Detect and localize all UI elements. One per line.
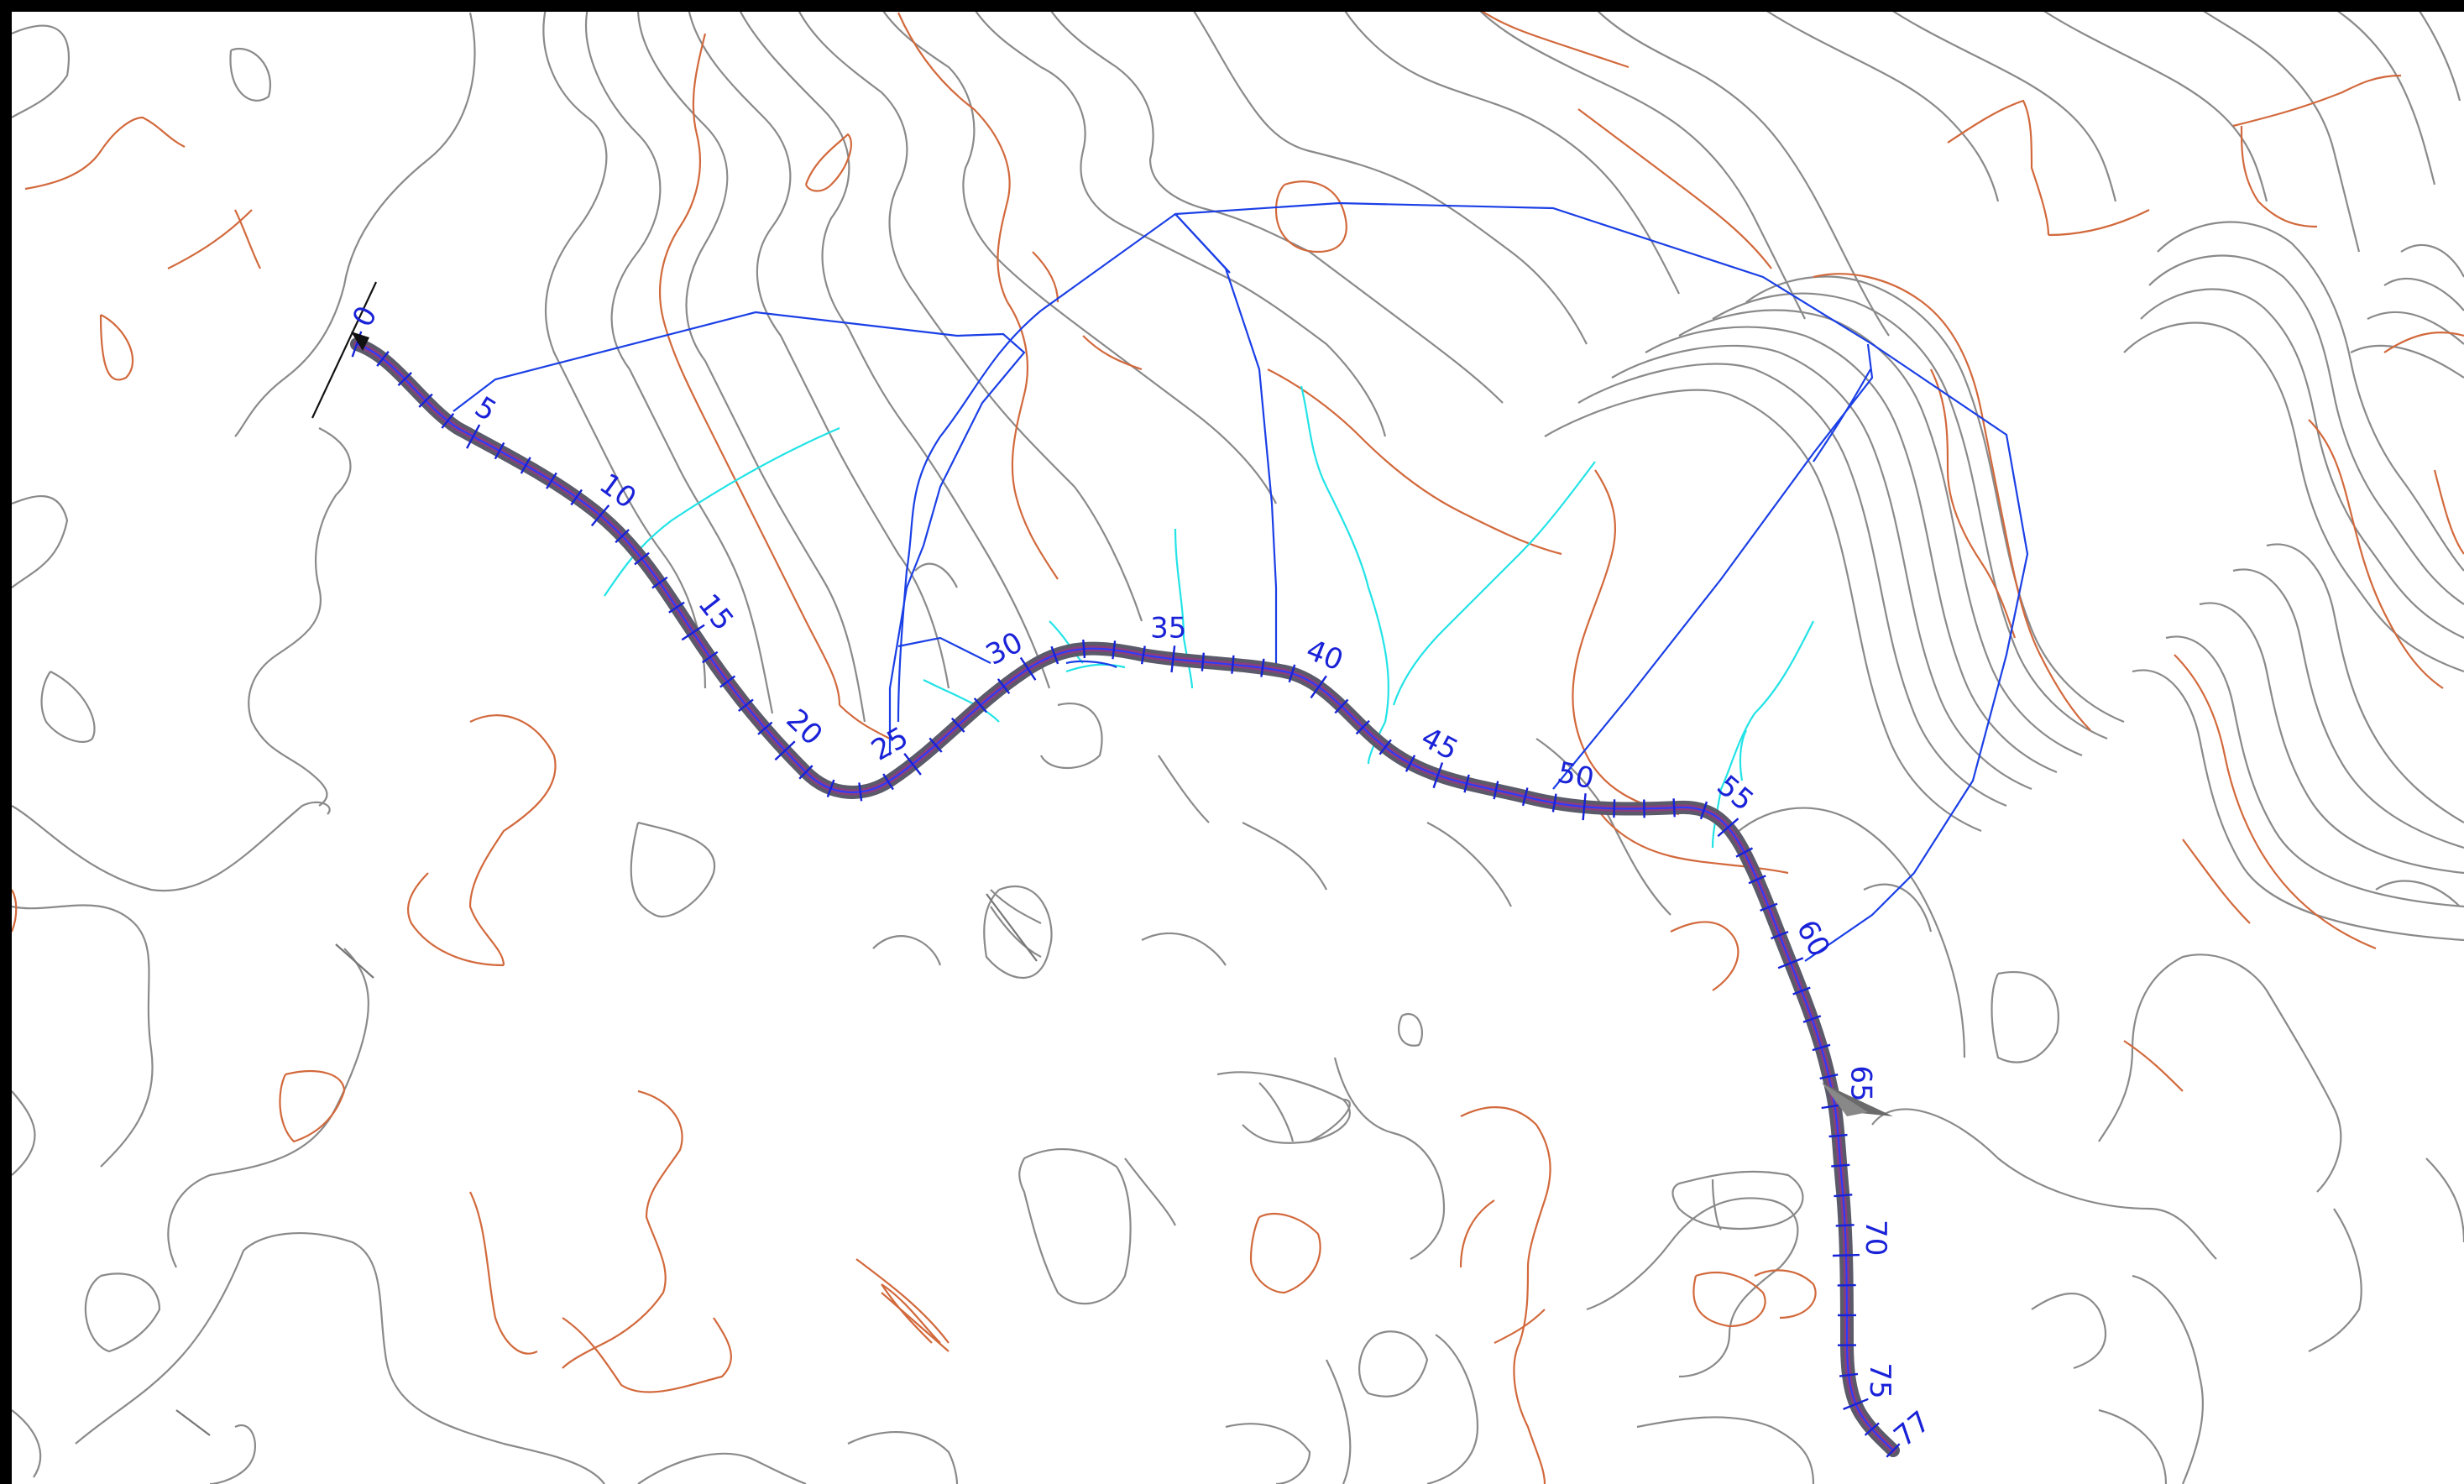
station-tick: [651, 576, 668, 589]
station-tick: [1112, 640, 1117, 660]
station-tick: [719, 675, 736, 688]
station-label: 50: [1555, 755, 1598, 796]
station-tick: [1792, 986, 1811, 995]
station-tick: [1748, 875, 1766, 885]
station-tick: [950, 717, 965, 733]
station-label: 30: [981, 625, 1028, 672]
station-tick: [1201, 652, 1205, 671]
station-tick: [929, 737, 943, 753]
survey-marks: [175, 281, 1038, 1436]
station-label: 60: [1790, 915, 1837, 963]
station-tick: [1886, 1443, 1901, 1458]
station-tick: [1140, 645, 1146, 665]
station-tick: [1463, 774, 1470, 793]
station-tick: [494, 442, 505, 460]
station-tick: [798, 765, 813, 780]
station-tick: [615, 529, 630, 544]
station-tick: [774, 740, 796, 761]
major-contours: [10, 8, 2464, 1484]
station-tick: [1582, 793, 1587, 821]
station-tick: [1812, 1043, 1831, 1052]
station-tick: [1288, 664, 1296, 683]
station-tick: [1828, 1133, 1848, 1138]
station-tick: [546, 472, 557, 489]
station-tick: [1832, 1253, 1860, 1257]
station-tick: [757, 721, 773, 735]
station-tick: [1405, 755, 1416, 772]
station-tick: [1334, 698, 1349, 714]
station-tick: [397, 372, 412, 387]
station-tick: [882, 773, 894, 791]
station-tick: [858, 782, 863, 802]
station-tick: [1310, 675, 1327, 699]
station-tick: [1717, 818, 1739, 838]
station-tick: [903, 753, 922, 776]
catchment-boundaries: [453, 201, 2029, 962]
station-tick: [1378, 739, 1392, 755]
station-tick: [1771, 930, 1789, 940]
station-tick: [702, 651, 719, 664]
station-label: 40: [1301, 633, 1347, 677]
station-label: 35: [1150, 612, 1186, 645]
start-marker-icon: [351, 332, 369, 351]
station-label: 75: [1863, 1362, 1896, 1398]
station-tick: [738, 698, 754, 713]
station-tick: [681, 624, 705, 641]
station-tick: [1551, 793, 1557, 813]
station-tick: [1864, 1422, 1880, 1436]
station-tick: [1735, 847, 1754, 858]
station-tick: [1802, 1015, 1822, 1023]
station-tick: [1521, 787, 1529, 807]
station-tick: [1839, 1372, 1859, 1377]
station-tick: [1777, 957, 1804, 969]
station-tick: [1170, 645, 1176, 673]
station-tick: [418, 393, 433, 408]
station-tick: [1831, 1163, 1850, 1168]
station-tick: [1699, 801, 1708, 820]
station-tick: [1819, 1074, 1839, 1080]
route-casing: [350, 337, 1900, 1457]
station-tick: [634, 551, 650, 566]
station-tick: [590, 504, 610, 527]
station-label: 45: [1415, 721, 1463, 768]
station-tick: [1432, 762, 1444, 789]
station-ticks: [351, 331, 1901, 1458]
station-label: 65: [1844, 1065, 1878, 1101]
station-tick: [1355, 719, 1370, 735]
station-tick: [1493, 781, 1499, 800]
drainage-streams: [604, 385, 1814, 849]
station-tick: [441, 413, 455, 429]
north-arrow-icon: [1822, 1083, 1893, 1116]
station-tick: [1843, 1398, 1869, 1411]
station-tick: [1082, 640, 1086, 659]
station-tick: [973, 698, 988, 713]
station-tick: [466, 424, 481, 449]
station-tick: [570, 489, 583, 506]
station-tick: [1834, 1194, 1853, 1198]
station-tick: [376, 350, 390, 367]
station-tick: [520, 457, 531, 474]
station-tick: [1760, 902, 1778, 912]
station-tick: [668, 601, 685, 614]
station-tick: [826, 779, 835, 798]
station-label: 70: [1859, 1220, 1892, 1256]
station-tick: [997, 678, 1011, 695]
station-tick: [1260, 658, 1265, 677]
station-tick: [1050, 645, 1059, 665]
station-tick: [1019, 656, 1037, 681]
station-tick: [1672, 798, 1676, 818]
station-tick: [1231, 655, 1235, 674]
minor-contours: [11, 8, 2464, 1484]
